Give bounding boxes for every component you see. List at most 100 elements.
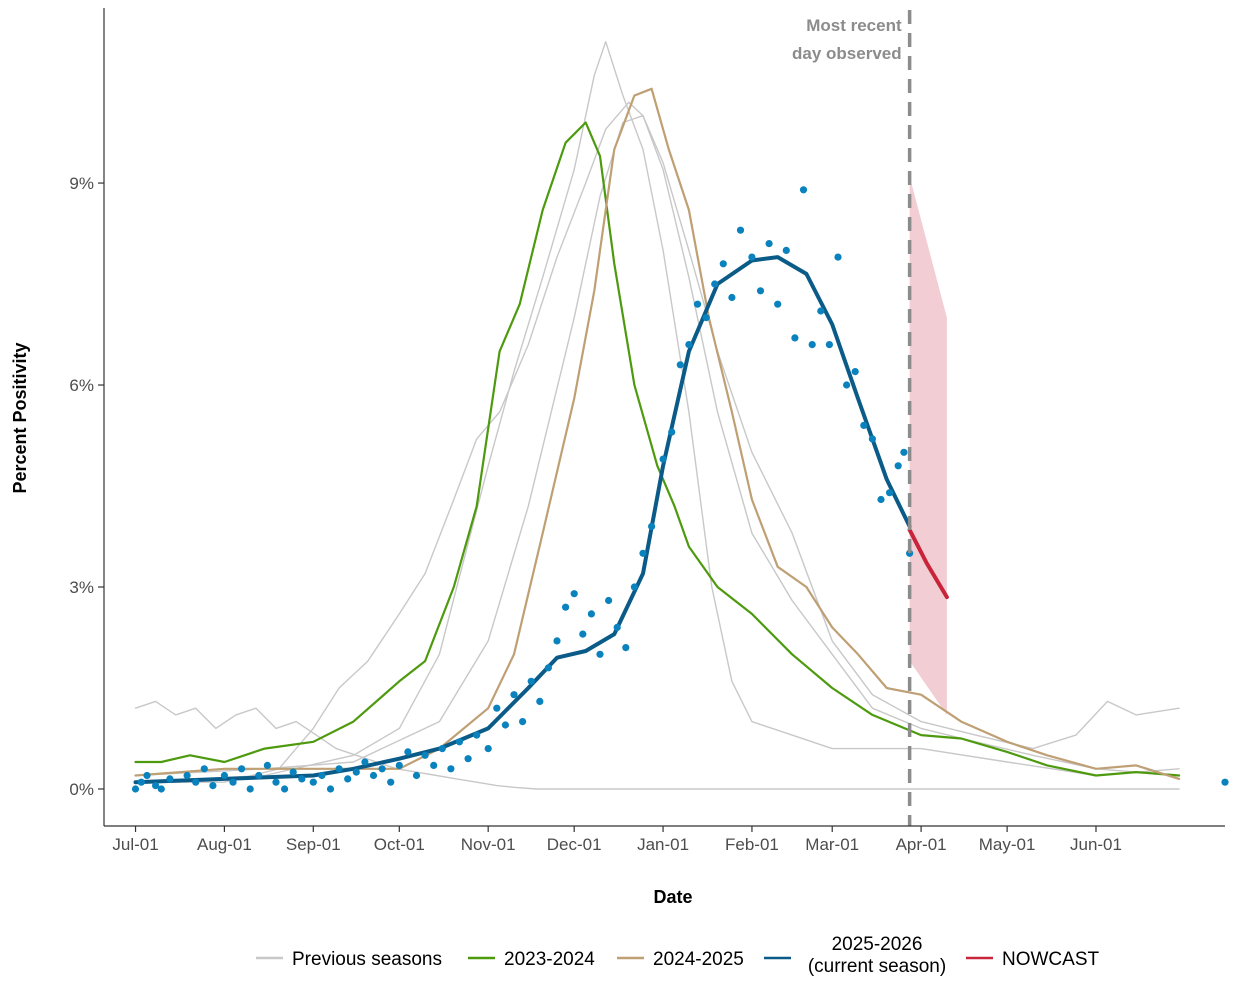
- current-season-point: [886, 489, 894, 497]
- y-axis-title: Percent Positivity: [10, 342, 30, 493]
- current-season-point: [553, 637, 561, 645]
- x-tick-label: Mar-01: [805, 835, 859, 854]
- x-tick-label: Dec-01: [547, 835, 602, 854]
- y-axis-ticks: 0% 3% 6% 9%: [69, 174, 104, 799]
- current-season-point: [519, 718, 527, 726]
- legend-label-current_line-1: 2025-2026: [832, 934, 923, 955]
- x-tick-label: Oct-01: [374, 835, 425, 854]
- current-season-point: [579, 630, 587, 638]
- current-season-point: [799, 186, 808, 194]
- current-season-point: [412, 771, 421, 780]
- current-season-point: [544, 664, 553, 672]
- series-line-previous-3: [134, 114, 1180, 777]
- current-season-point: [430, 761, 438, 770]
- current-season-point: [719, 260, 727, 268]
- current-season-point: [536, 697, 544, 706]
- current-season-point: [361, 758, 369, 766]
- legend-label-s2024-1: 2024-2025: [653, 949, 744, 970]
- current-season-point: [137, 778, 145, 786]
- current-season-point: [774, 300, 782, 308]
- current-season-point: [143, 771, 151, 780]
- current-season-point: [455, 738, 464, 746]
- legend: Previous seasons 2023-2024 2024-2025 2025-2…: [256, 934, 1100, 977]
- current-season-point: [570, 590, 578, 598]
- current-season-point: [808, 341, 816, 349]
- current-season-point: [906, 549, 914, 557]
- current-season-point: [668, 428, 676, 436]
- current-season-point: [263, 761, 271, 770]
- current-season-point: [765, 240, 773, 248]
- current-season-point: [335, 765, 343, 773]
- current-season-point: [702, 314, 710, 322]
- current-season-point: [192, 778, 200, 786]
- x-tick-label: Sep-01: [286, 835, 341, 854]
- current-season-point: [562, 603, 570, 611]
- current-season-point: [894, 462, 902, 470]
- current-season-point: [510, 691, 518, 699]
- current-season-point: [395, 761, 403, 770]
- current-season-point: [378, 765, 386, 773]
- current-season-point: [693, 300, 702, 308]
- most-recent-day-annotation: Most recent day observed: [792, 16, 902, 63]
- current-season-point: [791, 334, 799, 342]
- current-season-point: [860, 421, 868, 429]
- current-season-point: [493, 704, 501, 712]
- current-season-point: [484, 745, 492, 753]
- x-tick-label: Feb-01: [725, 835, 779, 854]
- legend-label-nowcast-1: NOWCAST: [1002, 949, 1100, 970]
- current-season-point: [728, 293, 736, 302]
- current-season-point: [447, 765, 455, 773]
- series-line-current_line-6: [133, 255, 912, 785]
- current-season-point: [200, 765, 208, 773]
- current-season-point: [344, 775, 352, 783]
- series-line-s2023-4: [134, 121, 1181, 777]
- current-season-point: [748, 253, 756, 261]
- current-season-point: [326, 785, 335, 793]
- current-season-point: [473, 731, 481, 739]
- current-season-point: [438, 745, 446, 753]
- current-season-point: [639, 549, 647, 557]
- current-season-point: [246, 785, 254, 793]
- current-season-point: [527, 677, 535, 685]
- current-season-point: [157, 785, 165, 793]
- current-season-point: [868, 435, 877, 443]
- current-season-point: [756, 287, 765, 295]
- x-tick-label: Apr-01: [896, 835, 947, 854]
- legend-label-current_line-2: (current season): [808, 956, 946, 977]
- current-season-point: [464, 755, 472, 763]
- x-tick-label: Jan-01: [637, 835, 689, 854]
- y-tick-label: 9%: [69, 174, 94, 193]
- current-season-point: [281, 785, 289, 793]
- current-season-point: [782, 246, 790, 254]
- x-tick-label: Aug-01: [197, 835, 252, 854]
- current-season-point: [131, 785, 140, 793]
- annotation-line-1: Most recent: [806, 16, 902, 35]
- current-season-point: [834, 253, 842, 261]
- current-season-point: [900, 448, 908, 456]
- current-season-point: [421, 751, 429, 759]
- current-season-point: [622, 644, 630, 652]
- x-tick-label: Jul-01: [112, 835, 158, 854]
- legend-label-s2023-1: 2023-2024: [504, 949, 595, 970]
- current-season-point: [209, 782, 217, 790]
- current-season-points-layer: [131, 186, 1229, 793]
- current-season-point: [298, 775, 306, 783]
- current-season-point: [605, 596, 613, 605]
- current-season-point: [817, 307, 825, 315]
- current-season-point: [309, 778, 317, 786]
- current-season-point: [183, 771, 191, 780]
- current-season-point: [229, 778, 237, 786]
- y-tick-label: 3%: [69, 578, 94, 597]
- current-season-point: [220, 771, 228, 780]
- current-season-point: [851, 368, 859, 376]
- current-season-point: [676, 361, 684, 369]
- current-season-point: [369, 771, 378, 780]
- x-tick-label: May-01: [979, 835, 1036, 854]
- x-axis-title: Date: [653, 887, 692, 907]
- current-season-point: [659, 455, 667, 463]
- x-tick-label: Jun-01: [1070, 835, 1122, 854]
- current-season-point: [596, 650, 604, 658]
- current-season-point: [318, 771, 326, 780]
